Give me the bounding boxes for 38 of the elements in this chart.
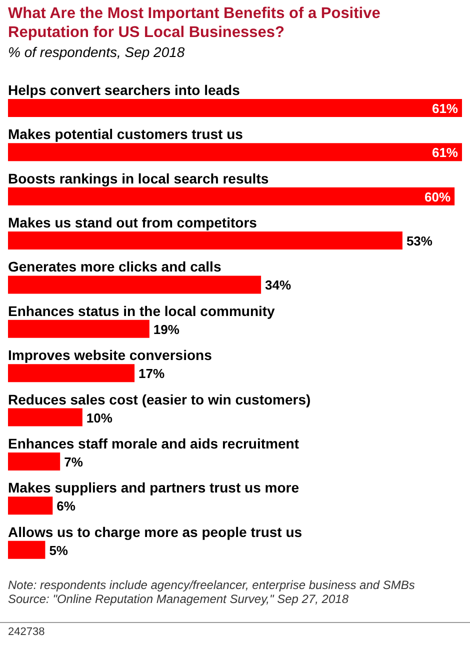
data-label: 10% (86, 410, 113, 426)
bar (8, 452, 60, 470)
y-tick-label: Makes us stand out from competitors (8, 214, 258, 231)
bar (8, 232, 402, 250)
y-tick-label: Boosts rankings in local search results (8, 170, 269, 186)
data-label: 61% (432, 101, 458, 116)
data-label: 19% (153, 322, 180, 337)
bar (8, 99, 462, 117)
data-label: 60% (424, 189, 451, 204)
data-label: 5% (49, 542, 68, 558)
bar (8, 320, 150, 338)
bar (8, 143, 462, 162)
bar (8, 408, 82, 426)
y-tick-label: Reduces sales cost (easier to win customers) (8, 391, 311, 408)
bar (8, 496, 53, 515)
y-tick-label: Enhances status in the local community (8, 302, 276, 319)
data-label: 17% (138, 366, 165, 382)
y-tick-label: Enhances staff morale and aids recruitment (8, 435, 300, 452)
bar (8, 187, 455, 206)
y-tick-label: Makes potential customers trust us (8, 126, 244, 142)
text: 242738 (0, 622, 470, 638)
y-tick-label: Allows us to charge more as people trust us (8, 524, 302, 540)
data-label: 53% (406, 234, 433, 249)
y-tick-label: Improves website conversions (8, 347, 212, 364)
source-note: Source: "Online Reputation Management Survey," Sep 27, 2018 (8, 592, 350, 606)
bar (8, 540, 46, 559)
data-label: 61% (432, 145, 458, 160)
y-tick-label: Helps convert searchers into leads (8, 82, 240, 98)
data-label: 7% (64, 454, 84, 470)
bar (8, 364, 135, 382)
data-label: 34% (265, 278, 292, 293)
y-tick-label: Makes suppliers and partners trust us more (8, 480, 300, 496)
data-label: 6% (56, 498, 76, 514)
y-tick-label: Generates more clicks and calls (8, 258, 222, 275)
text: Note: respondents include agency/freelancer, enterprise business and SMBs (8, 578, 416, 592)
bar (8, 276, 262, 294)
chart-title: What Are the Most Important Benefits of a Positive Reputation for US Local Businesses? (8, 4, 382, 42)
chart-subtitle: % of respondents, Sep 2018 (8, 44, 185, 60)
